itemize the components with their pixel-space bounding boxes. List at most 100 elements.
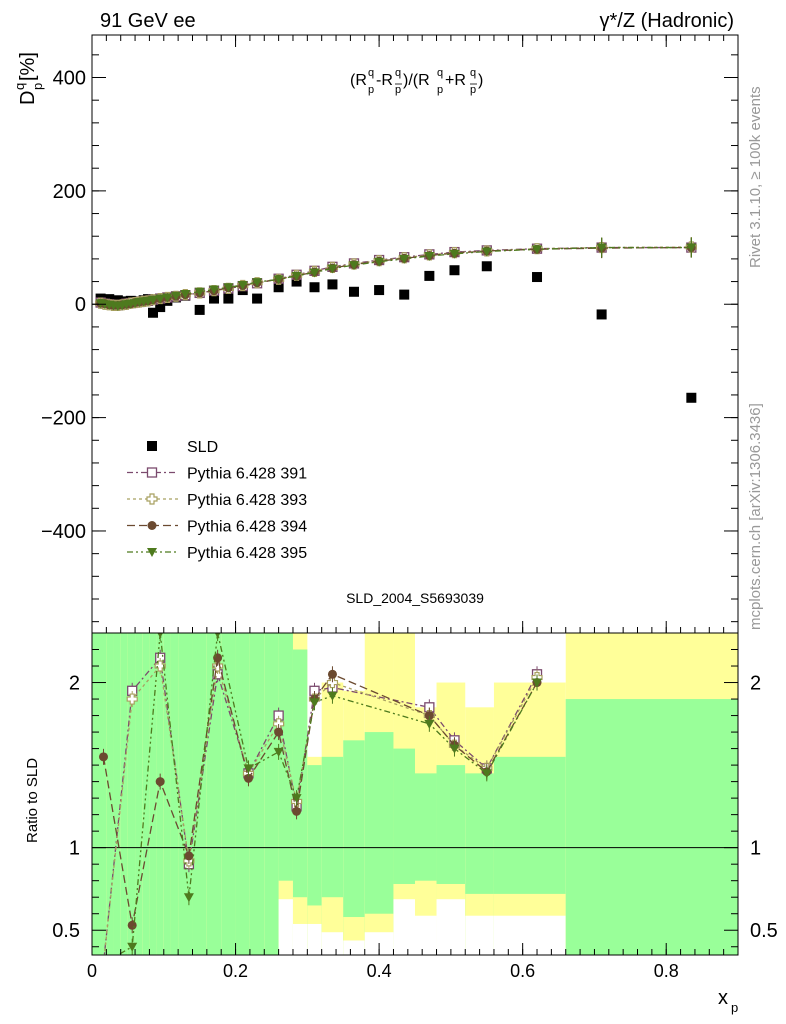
ratio-point [292, 806, 302, 816]
data-point [374, 285, 385, 296]
ratio-point [98, 752, 108, 762]
data-point [596, 309, 607, 320]
data-point [399, 289, 410, 300]
y-label-unit: [%] [17, 52, 39, 81]
y-tick-label: 400 [53, 68, 86, 90]
white-band-gap [436, 899, 466, 955]
right-title: γ*/Z (Hadronic) [600, 10, 734, 32]
data-point [309, 268, 320, 278]
data-point [309, 282, 320, 293]
left-title: 91 GeV ee [100, 10, 196, 32]
ratio-point [243, 764, 254, 774]
data-point [209, 285, 220, 295]
green-band-segment [113, 633, 121, 955]
data-point [155, 302, 166, 313]
legend: SLD Pythia 6.428 391 Pythia 6.428 393 Pythi… [127, 439, 307, 562]
legend-label: Pythia 6.428 395 [187, 545, 307, 562]
data-point [327, 279, 338, 290]
green-band-segment [264, 633, 279, 955]
green-band-segment [127, 633, 136, 955]
data-point [686, 392, 697, 403]
y-tick-label: 0 [75, 294, 86, 316]
y-tick-label: −400 [41, 521, 86, 543]
legend-marker [146, 467, 158, 478]
svg-text:(R: (R [350, 72, 367, 89]
ratio-point [274, 727, 284, 737]
data-point [532, 272, 543, 283]
ratio-point [532, 678, 543, 688]
data-point [162, 293, 173, 303]
y-tick-label: 200 [53, 181, 86, 203]
data-point [223, 283, 234, 293]
green-band-segment [163, 633, 171, 955]
data-point [327, 264, 338, 274]
data-point [374, 257, 385, 267]
legend-marker [146, 493, 158, 505]
y-tick-label: −200 [41, 408, 86, 430]
legend-marker [147, 521, 157, 530]
green-band-segment [235, 633, 250, 955]
ratio-tick-label-right: 2 [750, 673, 761, 695]
y-label-sub: p [30, 83, 45, 90]
formula-label: (R q p -R q p )/(R q p +R q p ) [350, 67, 483, 96]
y-axis-label: D q p [%] [12, 52, 45, 105]
svg-text:p: p [437, 84, 443, 96]
ratio-series-pythia-6-428-395 [116, 633, 543, 955]
series-pythia-6-428-395 [95, 237, 697, 311]
data-point [194, 304, 205, 315]
svg-text:q: q [437, 67, 443, 79]
data-point [273, 282, 284, 293]
legend-label: Pythia 6.428 394 [187, 519, 307, 536]
white-band-gap [393, 899, 415, 955]
data-point [424, 270, 435, 281]
ratio-uncertainty-bands [92, 633, 738, 955]
ratio-point [155, 777, 165, 787]
ratio-point [327, 669, 337, 679]
green-band-segment [135, 633, 143, 955]
svg-text:): ) [478, 72, 483, 89]
ratio-point [309, 698, 320, 708]
ratio-line [103, 664, 538, 955]
data-point [348, 286, 359, 297]
ratio-point [183, 893, 194, 903]
ratio-point [214, 633, 221, 638]
ratio-point [154, 660, 166, 672]
svg-text:-R: -R [376, 72, 393, 89]
ratio-tick-label: 2 [69, 673, 80, 695]
ratio-point [326, 676, 339, 689]
x-tick-label: 0.8 [654, 961, 679, 981]
ratio-point [449, 744, 460, 754]
green-band-segment [565, 699, 738, 955]
x-axis-label: x p [718, 987, 738, 1015]
ratio-tick-label: 0.5 [52, 920, 80, 942]
data-point [424, 252, 435, 262]
ratio-tick-label: 1 [69, 838, 80, 860]
green-band-segment [120, 633, 128, 955]
legend-label: Pythia 6.428 391 [187, 466, 307, 483]
y-label-main: D [17, 91, 39, 105]
ratio-point [424, 711, 434, 721]
data-point [449, 265, 460, 276]
ratio-point [424, 719, 435, 729]
ratio-point [243, 773, 253, 783]
axes-ticks: 0 0.2 0.4 0.6 0.8 −400 −200 0 200 400 0.5 0.5 1 1 2 2 [41, 35, 778, 981]
green-band-segment [149, 633, 157, 955]
legend-marker [147, 548, 157, 557]
y-label-sup: q [12, 83, 27, 90]
data-point [237, 280, 248, 290]
legend-marker [147, 441, 157, 451]
mcplots-note: mcplots.cern.ch [arXiv:1306.3436] [747, 403, 764, 630]
data-point [194, 287, 205, 297]
svg-text:+R: +R [445, 72, 466, 89]
ratio-axis-label: Ratio to SLD [24, 758, 41, 843]
analysis-label: SLD_2004_S5693039 [346, 590, 484, 606]
ratio-tick-label-right: 0.5 [750, 920, 778, 942]
svg-text:p: p [368, 84, 374, 96]
data-point [180, 290, 191, 300]
green-band-segment [92, 633, 107, 955]
x-tick-label: 0.2 [223, 961, 248, 981]
data-point [686, 243, 697, 253]
data-point [596, 243, 607, 253]
data-point [223, 293, 234, 304]
